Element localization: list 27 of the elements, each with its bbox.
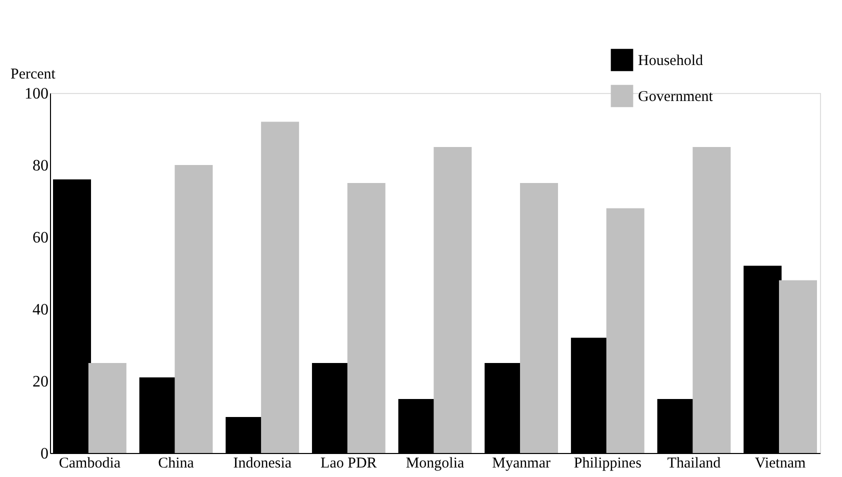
x-tick-label: Myanmar — [492, 456, 550, 472]
y-tick-label: 20 — [32, 374, 48, 390]
x-tick-label: Cambodia — [58, 456, 121, 472]
x-tick-label: China — [158, 456, 194, 472]
x-tick-label: Mongolia — [406, 456, 464, 472]
x-tick-label: Lao PDR — [320, 456, 377, 472]
y-tick-label: 0 — [40, 446, 48, 462]
bar — [434, 147, 472, 453]
legend-label: Household — [638, 53, 704, 69]
y-tick-label: 80 — [32, 158, 48, 174]
x-tick-label: Thailand — [667, 456, 722, 472]
bar — [347, 183, 386, 453]
x-tick-label: Philippines — [574, 456, 642, 472]
bar — [778, 280, 817, 453]
bar — [606, 208, 644, 453]
bar — [520, 183, 558, 453]
y-tick-label: 100 — [24, 86, 48, 102]
legend-label: Government — [638, 89, 714, 105]
y-axis-title: Percent — [10, 66, 56, 82]
bar — [88, 363, 126, 453]
y-tick-label: 40 — [32, 302, 48, 318]
bar — [174, 165, 213, 453]
x-tick-label: Vietnam — [754, 456, 806, 472]
y-tick-label: 60 — [32, 230, 48, 246]
x-tick-label: Indonesia — [233, 456, 292, 472]
bar — [261, 122, 300, 453]
bar — [692, 147, 731, 453]
